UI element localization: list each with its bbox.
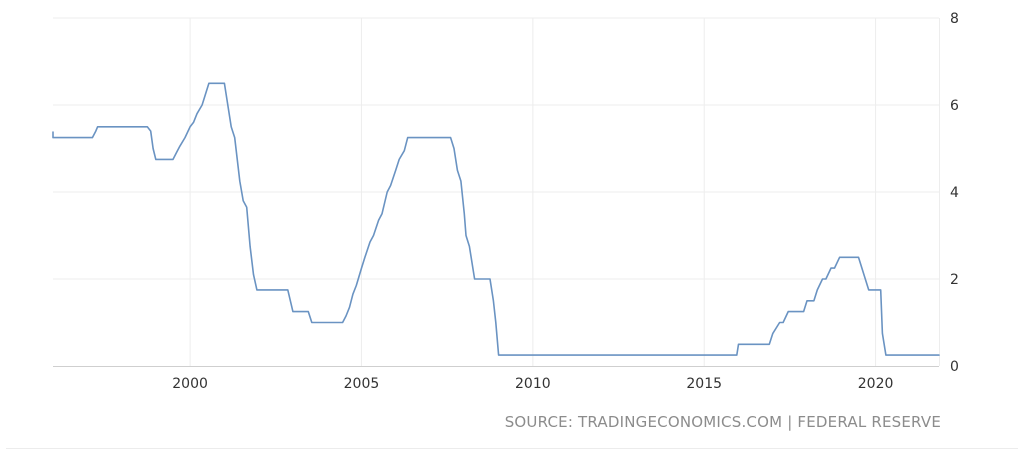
x-tick-label: 2005 bbox=[344, 376, 380, 392]
x-tick-label: 2020 bbox=[858, 376, 894, 392]
source-attribution: SOURCE: TRADINGECONOMICS.COM | FEDERAL R… bbox=[504, 413, 941, 431]
y-tick-label: 4 bbox=[950, 185, 959, 201]
x-tick-label: 2000 bbox=[172, 376, 208, 392]
y-tick-label: 6 bbox=[950, 98, 959, 114]
y-tick-label: 2 bbox=[950, 272, 959, 288]
y-tick-label: 8 bbox=[950, 11, 959, 27]
x-tick-label: 2010 bbox=[515, 376, 551, 392]
y-tick-label: 0 bbox=[950, 359, 959, 375]
x-tick-label: 2015 bbox=[686, 376, 722, 392]
interest-rate-line bbox=[52, 82, 940, 356]
bottom-divider bbox=[6, 448, 1018, 449]
